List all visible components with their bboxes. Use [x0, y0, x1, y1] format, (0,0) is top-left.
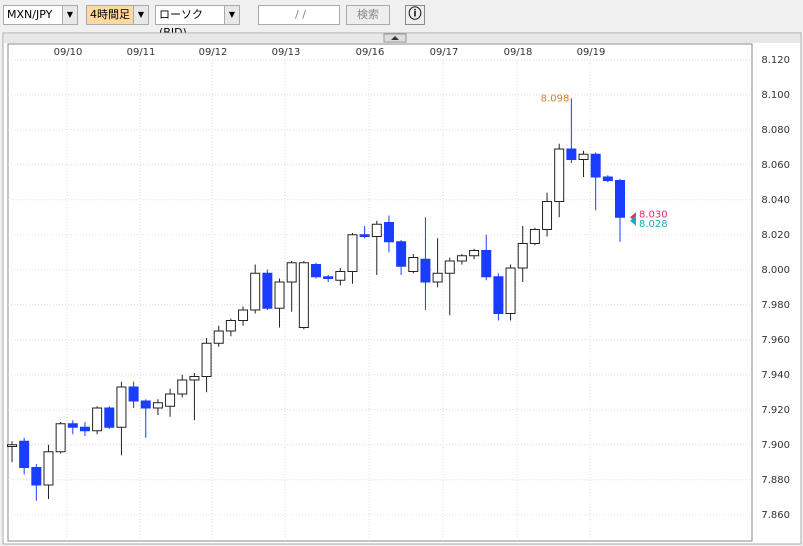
candle-body	[19, 440, 30, 468]
candle-body	[128, 386, 139, 402]
candle-body	[286, 262, 297, 283]
candle-body	[92, 407, 103, 432]
x-tick-label: 09/18	[504, 47, 533, 58]
candle-body	[371, 223, 382, 237]
x-tick-label: 09/11	[127, 47, 156, 58]
dropdown-arrow[interactable]: ▼	[224, 5, 240, 25]
candle-body	[335, 271, 346, 281]
y-tick-label: 8.020	[761, 230, 790, 241]
x-tick-label: 09/16	[356, 47, 385, 58]
candle-body	[31, 467, 42, 486]
candle-body	[67, 423, 78, 428]
y-tick-label: 8.000	[761, 265, 790, 276]
candle-body	[116, 386, 127, 428]
candle-body	[481, 250, 492, 278]
candle-body	[79, 426, 90, 432]
candle-body	[189, 376, 200, 381]
candle-body	[262, 272, 273, 309]
candle-body	[566, 148, 577, 160]
candle-body	[615, 180, 625, 218]
candle-body	[311, 264, 321, 278]
candle-body	[396, 241, 407, 267]
candle-body	[542, 201, 553, 230]
candle-body	[201, 342, 212, 377]
high-label: 8.098	[541, 93, 570, 104]
candle-body	[250, 272, 261, 311]
candle-body	[225, 320, 236, 332]
candle-body	[7, 444, 17, 447]
y-tick-label: 7.940	[761, 370, 790, 381]
candle-body	[298, 262, 309, 328]
dropdown-arrow[interactable]: ▼	[62, 5, 78, 25]
search-button[interactable]: 検索	[346, 5, 390, 25]
candle-body	[347, 234, 358, 272]
x-tick-label: 09/12	[199, 47, 228, 58]
date-input[interactable]: / /	[258, 5, 340, 25]
y-tick-label: 8.100	[761, 90, 790, 101]
y-tick-label: 8.120	[761, 55, 790, 66]
candle-body	[602, 176, 613, 181]
candle-body	[55, 423, 66, 453]
y-tick-label: 7.860	[761, 510, 790, 521]
y-tick-label: 7.980	[761, 300, 790, 311]
y-tick-label: 7.880	[761, 475, 790, 486]
candle-body	[383, 222, 394, 243]
y-tick-label: 8.080	[761, 125, 790, 136]
candle-body	[238, 309, 249, 321]
y-tick-label: 7.920	[761, 405, 790, 416]
candle-body	[444, 260, 455, 274]
candle-body	[529, 229, 540, 244]
candle-body	[469, 250, 480, 257]
candle-body	[274, 281, 285, 309]
candle-body	[432, 272, 443, 283]
candle-body	[104, 407, 115, 428]
candle-body	[165, 393, 176, 407]
y-tick-label: 7.960	[761, 335, 790, 346]
info-button[interactable]: ⓘ	[405, 5, 425, 25]
plot-area	[7, 43, 753, 542]
y-tick-label: 8.040	[761, 195, 790, 206]
x-tick-label: 09/13	[272, 47, 301, 58]
candle-body	[590, 153, 601, 178]
candle-body	[152, 402, 163, 409]
y-tick-label: 7.900	[761, 440, 790, 451]
candle-body	[323, 276, 334, 279]
candle-body	[177, 379, 188, 395]
dropdown-arrow[interactable]: ▼	[133, 5, 149, 25]
candle-body	[493, 276, 504, 314]
price-marker-label: 8.030	[639, 209, 668, 220]
candle-body	[140, 400, 151, 409]
y-tick-label: 8.060	[761, 160, 790, 171]
x-tick-label: 09/19	[577, 47, 606, 58]
price-marker	[630, 215, 636, 226]
candle-body	[554, 148, 565, 202]
pair-select[interactable]: MXN/JPY	[3, 5, 63, 25]
candle-body	[408, 257, 419, 272]
candle-body	[578, 153, 589, 160]
x-tick-label: 09/17	[430, 47, 459, 58]
candle-body	[213, 330, 224, 344]
candle-body	[456, 255, 467, 262]
x-tick-label: 09/10	[54, 47, 83, 58]
price-marker-label: 8.028	[639, 219, 668, 230]
candle-body	[517, 243, 528, 269]
candle-body	[505, 267, 516, 314]
candle-body	[420, 258, 431, 283]
candle-body	[359, 234, 370, 237]
collapse-icon	[391, 36, 399, 40]
candle-body	[43, 451, 54, 486]
